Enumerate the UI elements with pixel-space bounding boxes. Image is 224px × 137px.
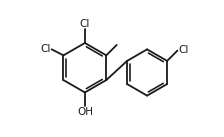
Text: Cl: Cl [178,45,189,55]
Text: Cl: Cl [80,19,90,29]
Text: OH: OH [77,107,93,117]
Text: Cl: Cl [40,44,51,54]
